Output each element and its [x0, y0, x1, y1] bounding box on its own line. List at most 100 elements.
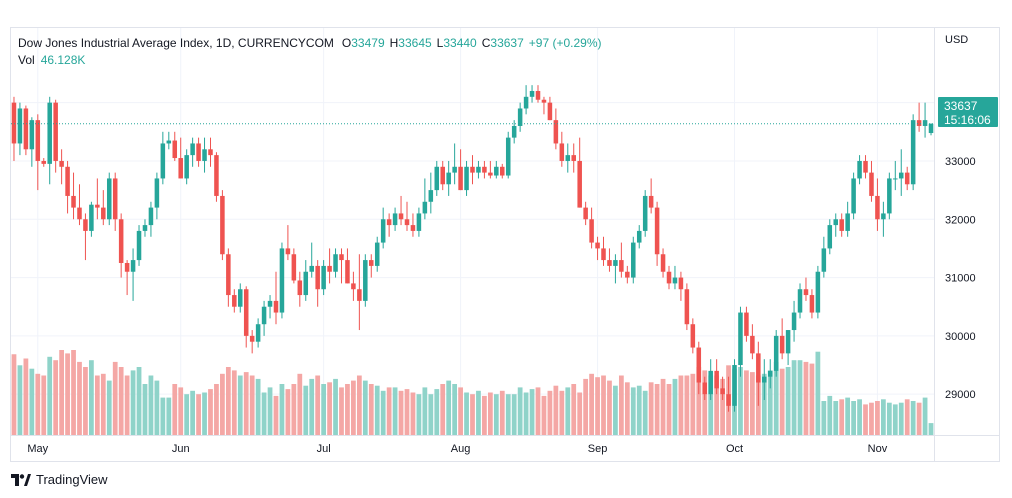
- volume-bar: [738, 367, 743, 435]
- candle-body: [690, 324, 696, 348]
- bar-countdown: 15:16:06: [944, 113, 991, 127]
- candle-body: [303, 271, 309, 296]
- volume-bar: [797, 360, 803, 435]
- volume-bar: [618, 375, 624, 435]
- volume-bar: [220, 373, 225, 435]
- candle-body: [71, 195, 76, 208]
- volume-bar: [386, 387, 392, 435]
- volume-bar: [440, 384, 446, 435]
- candle-body: [297, 280, 303, 296]
- candle-body: [118, 219, 124, 263]
- volume-bar: [416, 394, 422, 435]
- volume-value: 46.128K: [40, 53, 86, 67]
- volume-bar: [529, 389, 535, 435]
- volume-bar: [601, 375, 606, 435]
- candle-body: [351, 283, 356, 290]
- candle-body: [112, 178, 118, 220]
- candle-body: [535, 90, 541, 100]
- volume-bar: [571, 384, 577, 435]
- candle-body: [744, 312, 749, 336]
- candle-body: [922, 120, 928, 126]
- volume-bar: [607, 380, 612, 435]
- candle-body: [279, 248, 285, 313]
- volume-bar: [708, 375, 714, 435]
- candle-body: [869, 172, 874, 196]
- candle-body: [660, 254, 666, 272]
- candle-body: [178, 158, 183, 179]
- volume-bar: [630, 387, 636, 435]
- candle-body: [887, 178, 892, 214]
- candle-body: [249, 335, 255, 342]
- candle-body: [589, 219, 594, 243]
- candle-body: [410, 225, 416, 231]
- volume-bar: [666, 384, 672, 435]
- candle-body: [523, 96, 529, 109]
- volume-bar: [654, 384, 660, 435]
- candle-body: [345, 260, 350, 284]
- volume-bar: [124, 375, 130, 435]
- volume-bar: [362, 380, 368, 435]
- symbol-title[interactable]: Dow Jones Industrial Average Index, 1D, …: [18, 36, 334, 50]
- tradingview-logo[interactable]: TradingView: [11, 472, 108, 487]
- volume-bar: [476, 390, 481, 435]
- candle-body: [226, 254, 231, 296]
- ohlc-row: Dow Jones Industrial Average Index, 1D, …: [18, 35, 602, 52]
- candle-body: [35, 120, 41, 161]
- volume-bar: [749, 372, 755, 435]
- candle-body: [821, 248, 827, 272]
- candle-body: [243, 289, 249, 336]
- volume-bar: [65, 353, 70, 435]
- volume-bar: [898, 402, 904, 435]
- volume-bar: [196, 394, 201, 435]
- candle-body: [220, 195, 225, 255]
- volume-bar: [809, 363, 815, 435]
- candle-body: [214, 155, 219, 196]
- volume-bar: [303, 385, 309, 435]
- volume-bar: [565, 387, 571, 435]
- volume-bar: [321, 384, 327, 435]
- candle-body: [148, 207, 154, 226]
- candle-body: [827, 225, 833, 249]
- volume-bar: [493, 394, 499, 435]
- open-value: 33479: [351, 36, 385, 50]
- volume-bar: [118, 367, 124, 435]
- volume-bar: [398, 390, 404, 435]
- candle-body: [89, 204, 94, 231]
- volume-bar: [791, 360, 797, 435]
- candle-body: [315, 265, 320, 290]
- volume-label[interactable]: Vol: [18, 53, 35, 67]
- candle-body: [696, 347, 702, 383]
- candle-body: [392, 213, 398, 226]
- volume-bar: [255, 378, 261, 435]
- volume-bar: [351, 380, 356, 435]
- volume-bar: [339, 387, 344, 435]
- candle-body: [196, 143, 201, 161]
- candle-body: [815, 271, 821, 313]
- volume-bar: [886, 402, 892, 435]
- volume-bar: [178, 387, 184, 435]
- low-value: 33440: [443, 36, 477, 50]
- candle-body: [726, 394, 731, 406]
- volume-bar: [446, 380, 452, 435]
- volume-bar: [29, 368, 35, 435]
- currency-label[interactable]: USD: [945, 34, 969, 46]
- volume-bar: [327, 382, 332, 435]
- price-chart[interactable]: 290003000031000320003300034000MayJunJulA…: [11, 28, 999, 461]
- candle-body: [857, 160, 862, 179]
- volume-bar: [112, 361, 118, 435]
- candle-body: [83, 219, 88, 231]
- candle-body: [595, 242, 600, 249]
- volume-bar: [720, 378, 725, 435]
- volume-bar: [166, 397, 172, 435]
- candle-body: [95, 204, 100, 208]
- volume-bar: [11, 354, 17, 435]
- volume-bar: [660, 378, 666, 435]
- candle-body: [541, 99, 547, 103]
- volume-bar: [243, 372, 249, 435]
- volume-bar: [392, 387, 398, 435]
- volume-bar: [482, 395, 487, 435]
- candle-body: [505, 137, 511, 176]
- candle-body: [416, 213, 422, 231]
- candle-body: [619, 260, 624, 272]
- volume-bar: [851, 401, 856, 435]
